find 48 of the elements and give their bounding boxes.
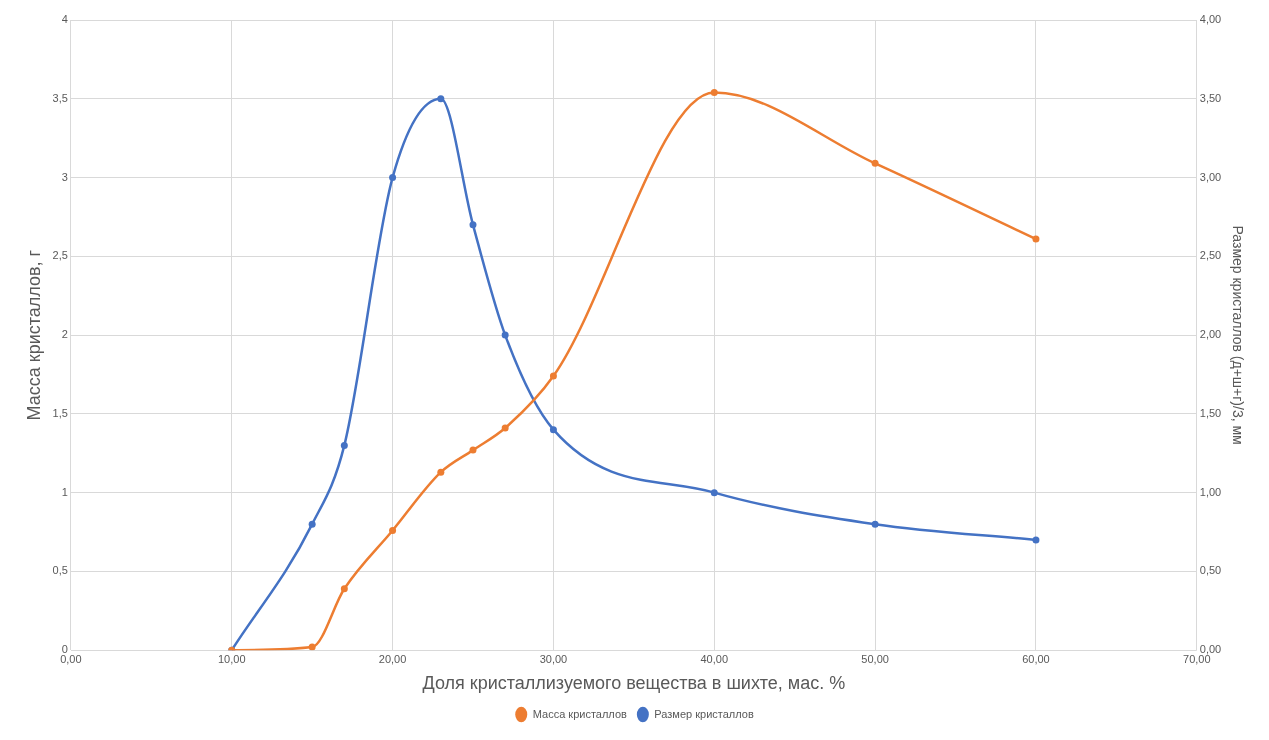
y2-tick-label: 3,00 — [1199, 170, 1222, 183]
y-tick-label: 2 — [61, 328, 68, 341]
point — [389, 526, 397, 534]
y2-tick-label: 3,50 — [1199, 91, 1222, 104]
y-tick-label: 4 — [61, 13, 68, 26]
x-axis-title: Доля кристаллизуемого вещества в шихте, мас. % — [422, 673, 846, 694]
point — [871, 520, 879, 528]
y-tick-label: 2,5 — [52, 249, 68, 262]
point — [469, 446, 477, 454]
y2-tick-label: 1,50 — [1199, 406, 1222, 419]
x-tick-label: 10,00 — [217, 652, 246, 665]
legend-label: Масса кристаллов — [532, 707, 628, 720]
y2-tick-label: 0,50 — [1199, 564, 1222, 577]
y-tick-label: 1,5 — [52, 406, 68, 419]
x-tick-label: 40,00 — [700, 652, 729, 665]
legend-label: Размер кристаллов — [654, 707, 754, 720]
point — [501, 424, 509, 432]
y2-tick-label: 0,00 — [1199, 643, 1222, 656]
y2-tick-label: 4,00 — [1199, 13, 1222, 26]
point — [437, 95, 445, 103]
y2-tick-label: 1,00 — [1199, 485, 1222, 498]
y-tick-label: 1 — [61, 485, 68, 498]
point — [501, 331, 509, 339]
point — [340, 441, 348, 449]
point — [871, 159, 879, 167]
point — [710, 88, 718, 96]
point — [710, 489, 718, 497]
point — [1032, 235, 1040, 243]
point — [437, 468, 445, 476]
y2-tick-label: 2,50 — [1199, 249, 1222, 262]
y-tick-label: 3,5 — [52, 91, 68, 104]
x-tick-label: 60,00 — [1022, 652, 1050, 665]
y-tick-label: 3 — [61, 170, 68, 183]
point — [549, 426, 557, 434]
x-tick-label: 30,00 — [539, 652, 568, 665]
x-tick-label: 20,00 — [378, 652, 407, 665]
y-axis-title: Масса кристаллов, г — [23, 249, 44, 421]
y2-tick-label: 2,00 — [1199, 328, 1222, 341]
point — [1032, 536, 1040, 544]
point — [389, 174, 397, 182]
point — [308, 643, 316, 651]
point — [308, 520, 316, 528]
point — [469, 221, 477, 229]
point — [340, 585, 348, 593]
y2-axis-title: Размер кристаллов (д+ш+г)/3, мм — [1229, 225, 1246, 445]
y-tick-label: 0,5 — [52, 564, 68, 577]
x-tick-label: 50,00 — [861, 652, 889, 665]
point — [549, 372, 557, 380]
